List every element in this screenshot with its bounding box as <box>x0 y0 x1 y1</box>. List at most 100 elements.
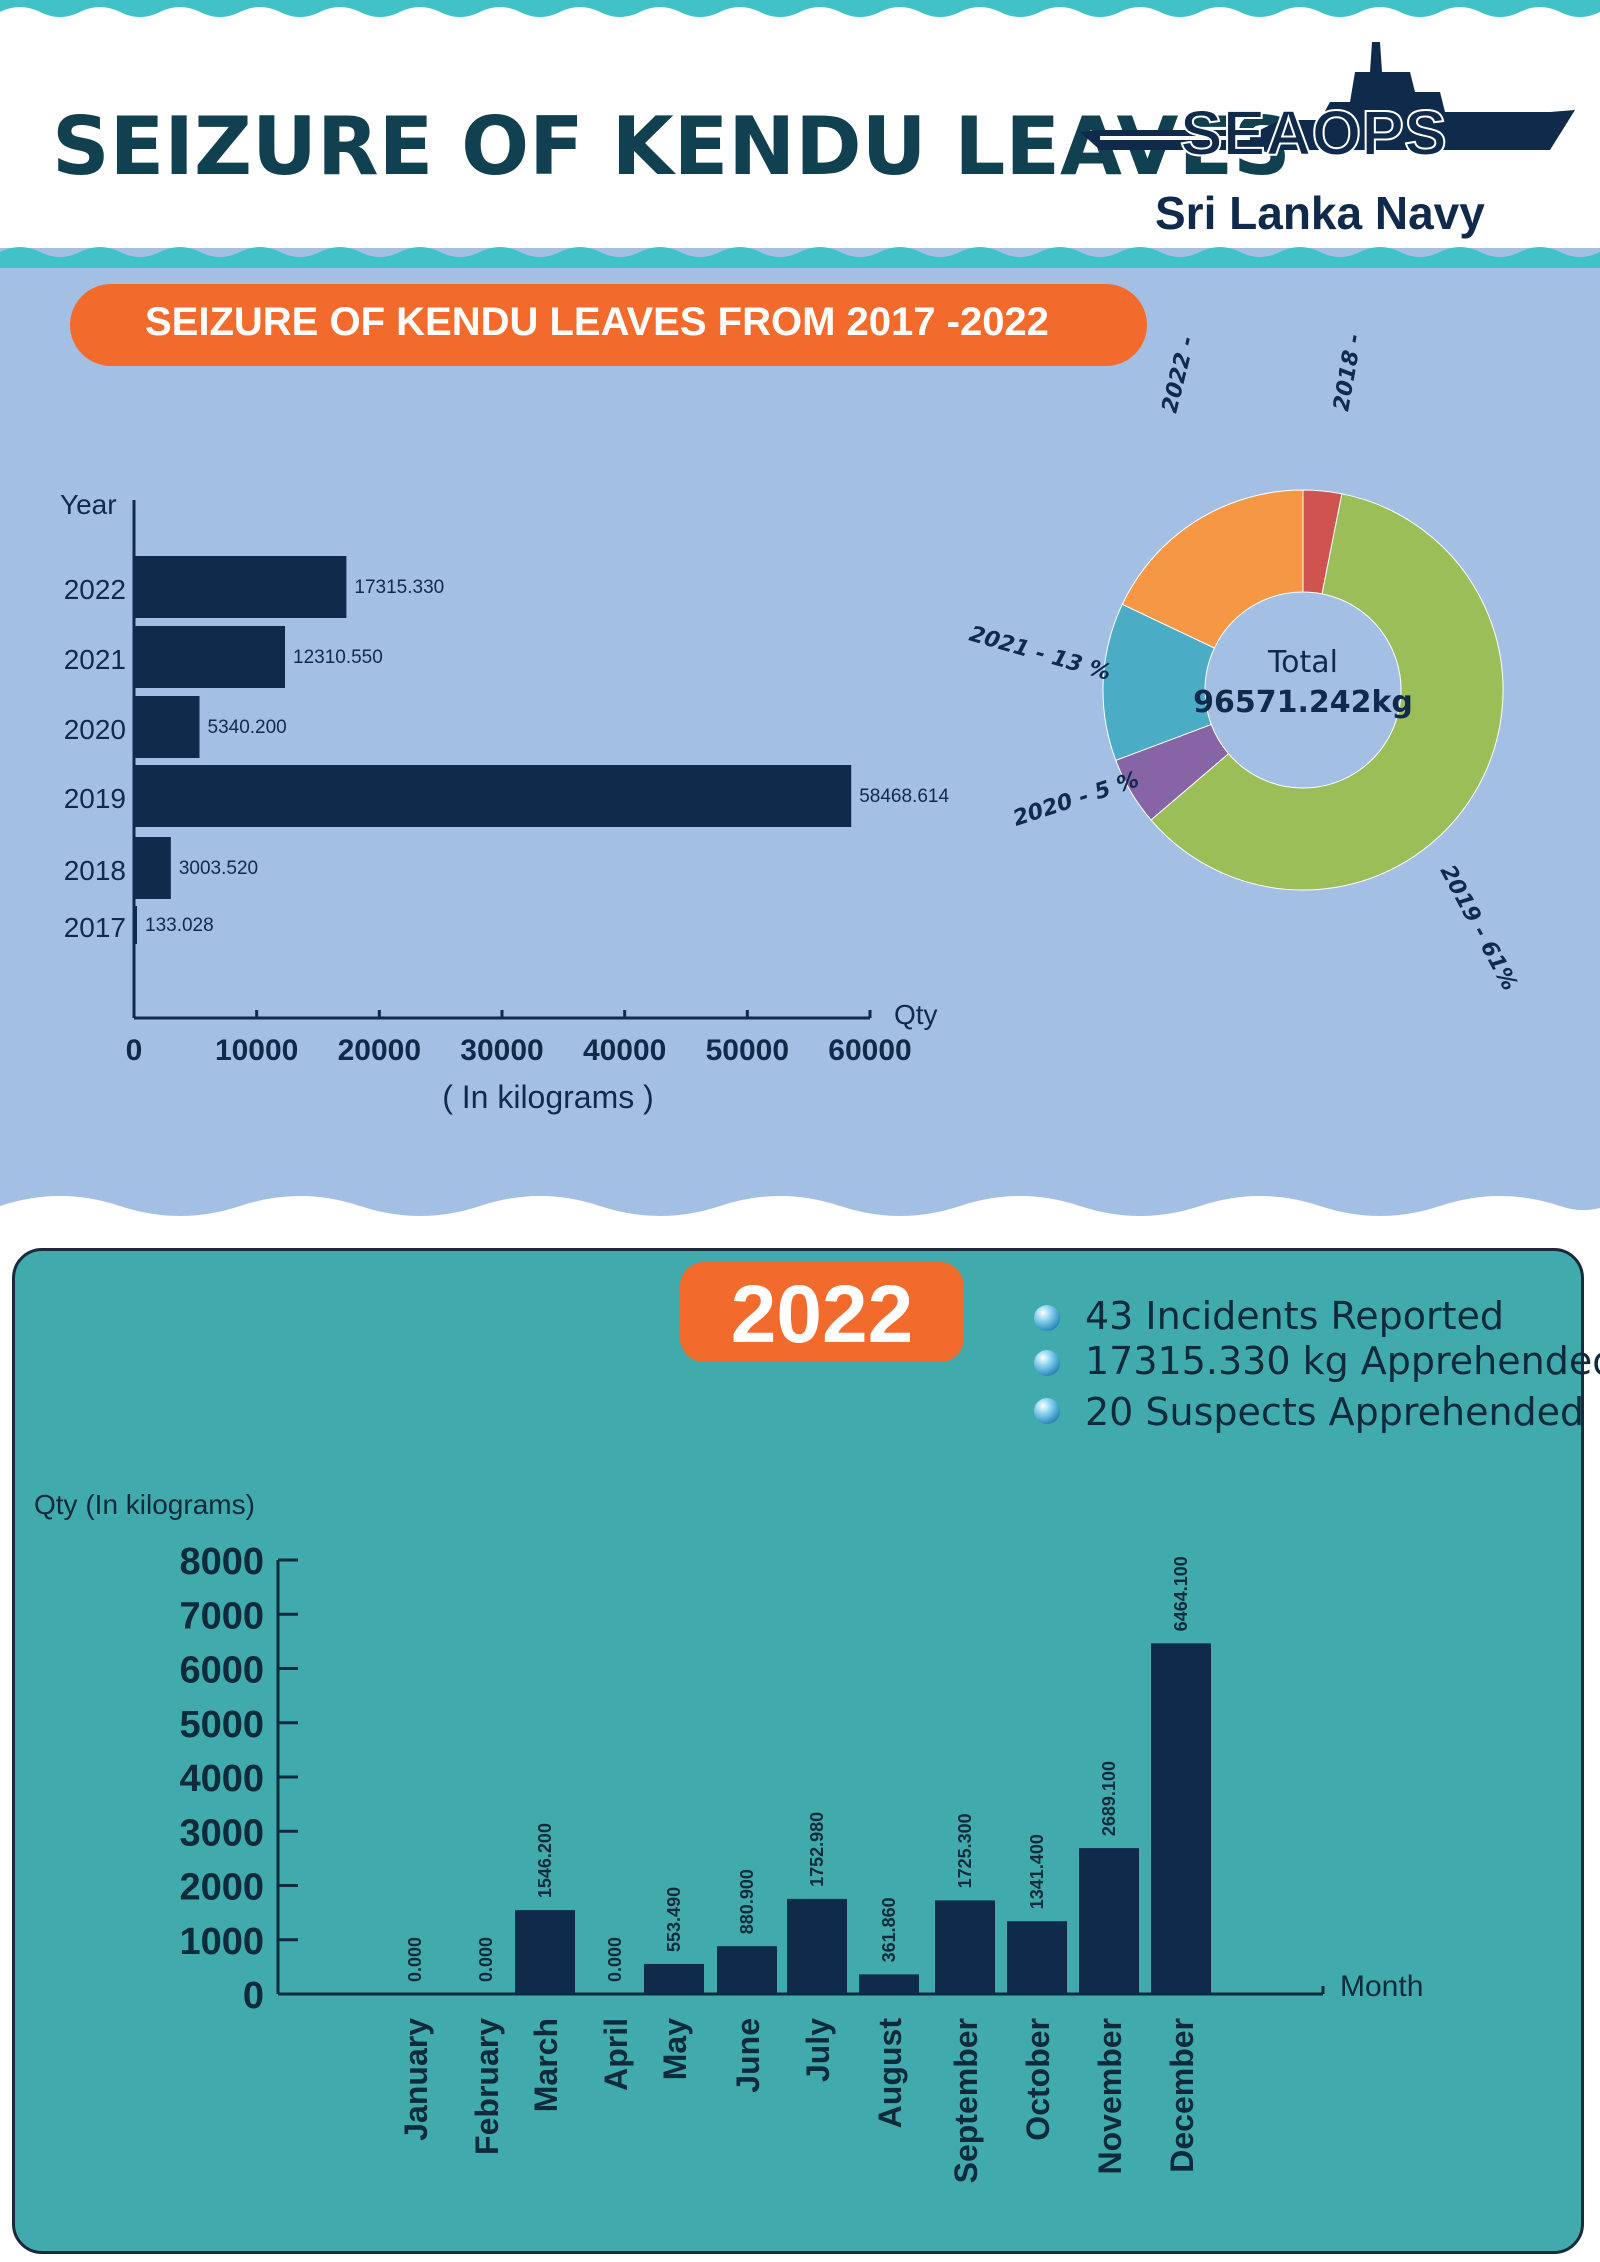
y-tick-label: 2022 <box>64 574 126 605</box>
year-badge-text: 2022 <box>730 1269 914 1360</box>
monthly-bar-value-label: 2689.100 <box>1099 1761 1119 1836</box>
bar-value-label: 12310.550 <box>293 647 383 668</box>
yearly-bar-chart: Year 2017 133.028 2018 3003.520 2019 58468.61… <box>60 489 949 1115</box>
bar-may <box>644 1963 704 1994</box>
brand-subtitle: Sri Lanka Navy <box>1155 187 1485 239</box>
month-tick-label: March <box>528 2018 564 2112</box>
bullet-icon <box>1034 1398 1060 1424</box>
y-tick-label: 2020 <box>64 714 126 745</box>
bullet-icon <box>1034 1350 1060 1376</box>
monthly-y-tick-label: 3000 <box>179 1812 264 1854</box>
page-title: SEIZURE OF KENDU LEAVES <box>52 100 1291 193</box>
bar-october <box>1007 1921 1067 1994</box>
bar-november <box>1079 1848 1139 1994</box>
overview-section <box>0 248 1600 1228</box>
monthly-y-tick-label: 6000 <box>179 1650 264 1692</box>
monthly-panel <box>12 1248 1584 2254</box>
y-tick-label: 2021 <box>64 644 126 675</box>
month-tick-label: November <box>1092 2018 1128 2175</box>
monthly-bar-chart: Qty (In kilograms) 0 1000 2000 3000 4000 5000… <box>34 1489 1423 2183</box>
bar-value-label: 5340.200 <box>208 717 287 738</box>
month-tick-label: May <box>657 2018 693 2080</box>
bar-value-label: 133.028 <box>145 915 214 936</box>
monthly-y-tick-label: 7000 <box>179 1595 264 1637</box>
monthly-bar-value-label: 880.900 <box>737 1869 757 1934</box>
month-tick-label: October <box>1020 2018 1056 2141</box>
monthly-bar-value-label: 6464.100 <box>1171 1556 1191 1631</box>
donut-slice <box>1150 493 1504 891</box>
month-tick-label: July <box>800 2018 836 2082</box>
donut-slice <box>1121 489 1304 649</box>
ship-logo-icon <box>1080 42 1575 150</box>
monthly-bar-value-label: 1752.980 <box>807 1812 827 1887</box>
section-banner <box>70 284 1147 366</box>
bar-2021 <box>134 626 286 688</box>
bar-value-label: 58468.614 <box>859 786 949 807</box>
x-axis-end-label: Qty <box>894 999 938 1030</box>
month-tick-label: February <box>469 2018 505 2155</box>
top-wave-decoration <box>0 0 1600 17</box>
monthly-y-tick-label: 0 <box>243 1975 264 2017</box>
bullet-icon <box>1034 1305 1060 1331</box>
monthly-bar-value-label: 553.490 <box>664 1887 684 1952</box>
monthly-y-axis-title: Qty (In kilograms) <box>34 1489 255 1520</box>
bar-2022 <box>134 556 347 618</box>
x-tick-label: 50000 <box>706 1034 789 1067</box>
bar-september <box>935 1900 995 1994</box>
bar-july <box>787 1898 847 1994</box>
year-badge <box>680 1262 964 1362</box>
monthly-y-tick-label: 1000 <box>179 1921 264 1963</box>
monthly-bar-value-label: 0.000 <box>405 1937 425 1982</box>
monthly-bar-value-label: 361.860 <box>879 1897 899 1962</box>
y-tick-label: 2018 <box>64 855 126 886</box>
y-tick-label: 2017 <box>64 912 126 943</box>
month-tick-label: June <box>730 2018 766 2093</box>
bar-2019 <box>134 765 852 827</box>
month-tick-label: September <box>948 2018 984 2183</box>
monthly-y-tick-label: 8000 <box>179 1541 264 1583</box>
bar-2018 <box>134 837 171 899</box>
bar-december <box>1151 1643 1211 1994</box>
y-tick-label: 2019 <box>64 783 126 814</box>
donut-slice-label: 2018 - 3% <box>1329 330 1375 413</box>
x-tick-label: 40000 <box>583 1034 666 1067</box>
y-axis-title: Year <box>60 489 117 520</box>
x-tick-label: 10000 <box>215 1034 298 1067</box>
x-tick-label: 0 <box>126 1034 143 1067</box>
monthly-bar-value-label: 0.000 <box>476 1937 496 1982</box>
month-tick-label: December <box>1164 2018 1200 2173</box>
donut-slice-label: 2021 - 13 % <box>966 622 1113 686</box>
monthly-bar-value-label: 1725.300 <box>955 1813 975 1888</box>
monthly-x-axis-end-label: Month <box>1340 1970 1423 2003</box>
donut-slice-label: 2020 - 5 % <box>1010 768 1142 832</box>
brand-name: SEAOPS <box>1179 96 1448 170</box>
month-tick-label: August <box>872 2018 908 2129</box>
donut-slice-label: 2022 - 18% <box>1158 330 1216 415</box>
x-axis-title: ( In kilograms ) <box>442 1079 654 1115</box>
x-tick-label: 60000 <box>828 1034 911 1067</box>
stat-suspects: 20 Suspects Apprehended <box>1085 1390 1585 1434</box>
x-tick-label: 30000 <box>460 1034 543 1067</box>
month-tick-label: January <box>398 2018 434 2141</box>
month-tick-label: April <box>598 2018 634 2091</box>
share-donut-chart: 2018 - 3% 2019 - 61% 2020 - 5 % 2021 - 13 %… <box>966 330 1522 995</box>
donut-slice-label: 2019 - 61% <box>1435 861 1522 995</box>
section-top-wave <box>0 247 1600 268</box>
monthly-bar-value-label: 0.000 <box>605 1937 625 1982</box>
bar-march <box>515 1910 575 1994</box>
bar-value-label: 3003.520 <box>179 858 258 879</box>
monthly-y-tick-label: 2000 <box>179 1867 264 1909</box>
x-tick-label: 20000 <box>338 1034 421 1067</box>
bar-value-label: 17315.330 <box>354 577 444 598</box>
bar-august <box>859 1974 919 1994</box>
donut-center-value: 96571.242kg <box>1193 685 1413 720</box>
monthly-y-tick-label: 4000 <box>179 1758 264 1800</box>
bar-2020 <box>134 696 200 758</box>
monthly-bar-value-label: 1546.200 <box>535 1823 555 1898</box>
bar-june <box>717 1946 777 1994</box>
donut-center-label: Total <box>1267 645 1338 680</box>
section-bottom-wave <box>0 1196 1600 1236</box>
section-banner-title: SEIZURE OF KENDU LEAVES FROM 2017 -2022 <box>145 300 1049 344</box>
monthly-bar-value-label: 1341.400 <box>1027 1834 1047 1909</box>
stat-incidents: 43 Incidents Reported <box>1085 1294 1505 1338</box>
